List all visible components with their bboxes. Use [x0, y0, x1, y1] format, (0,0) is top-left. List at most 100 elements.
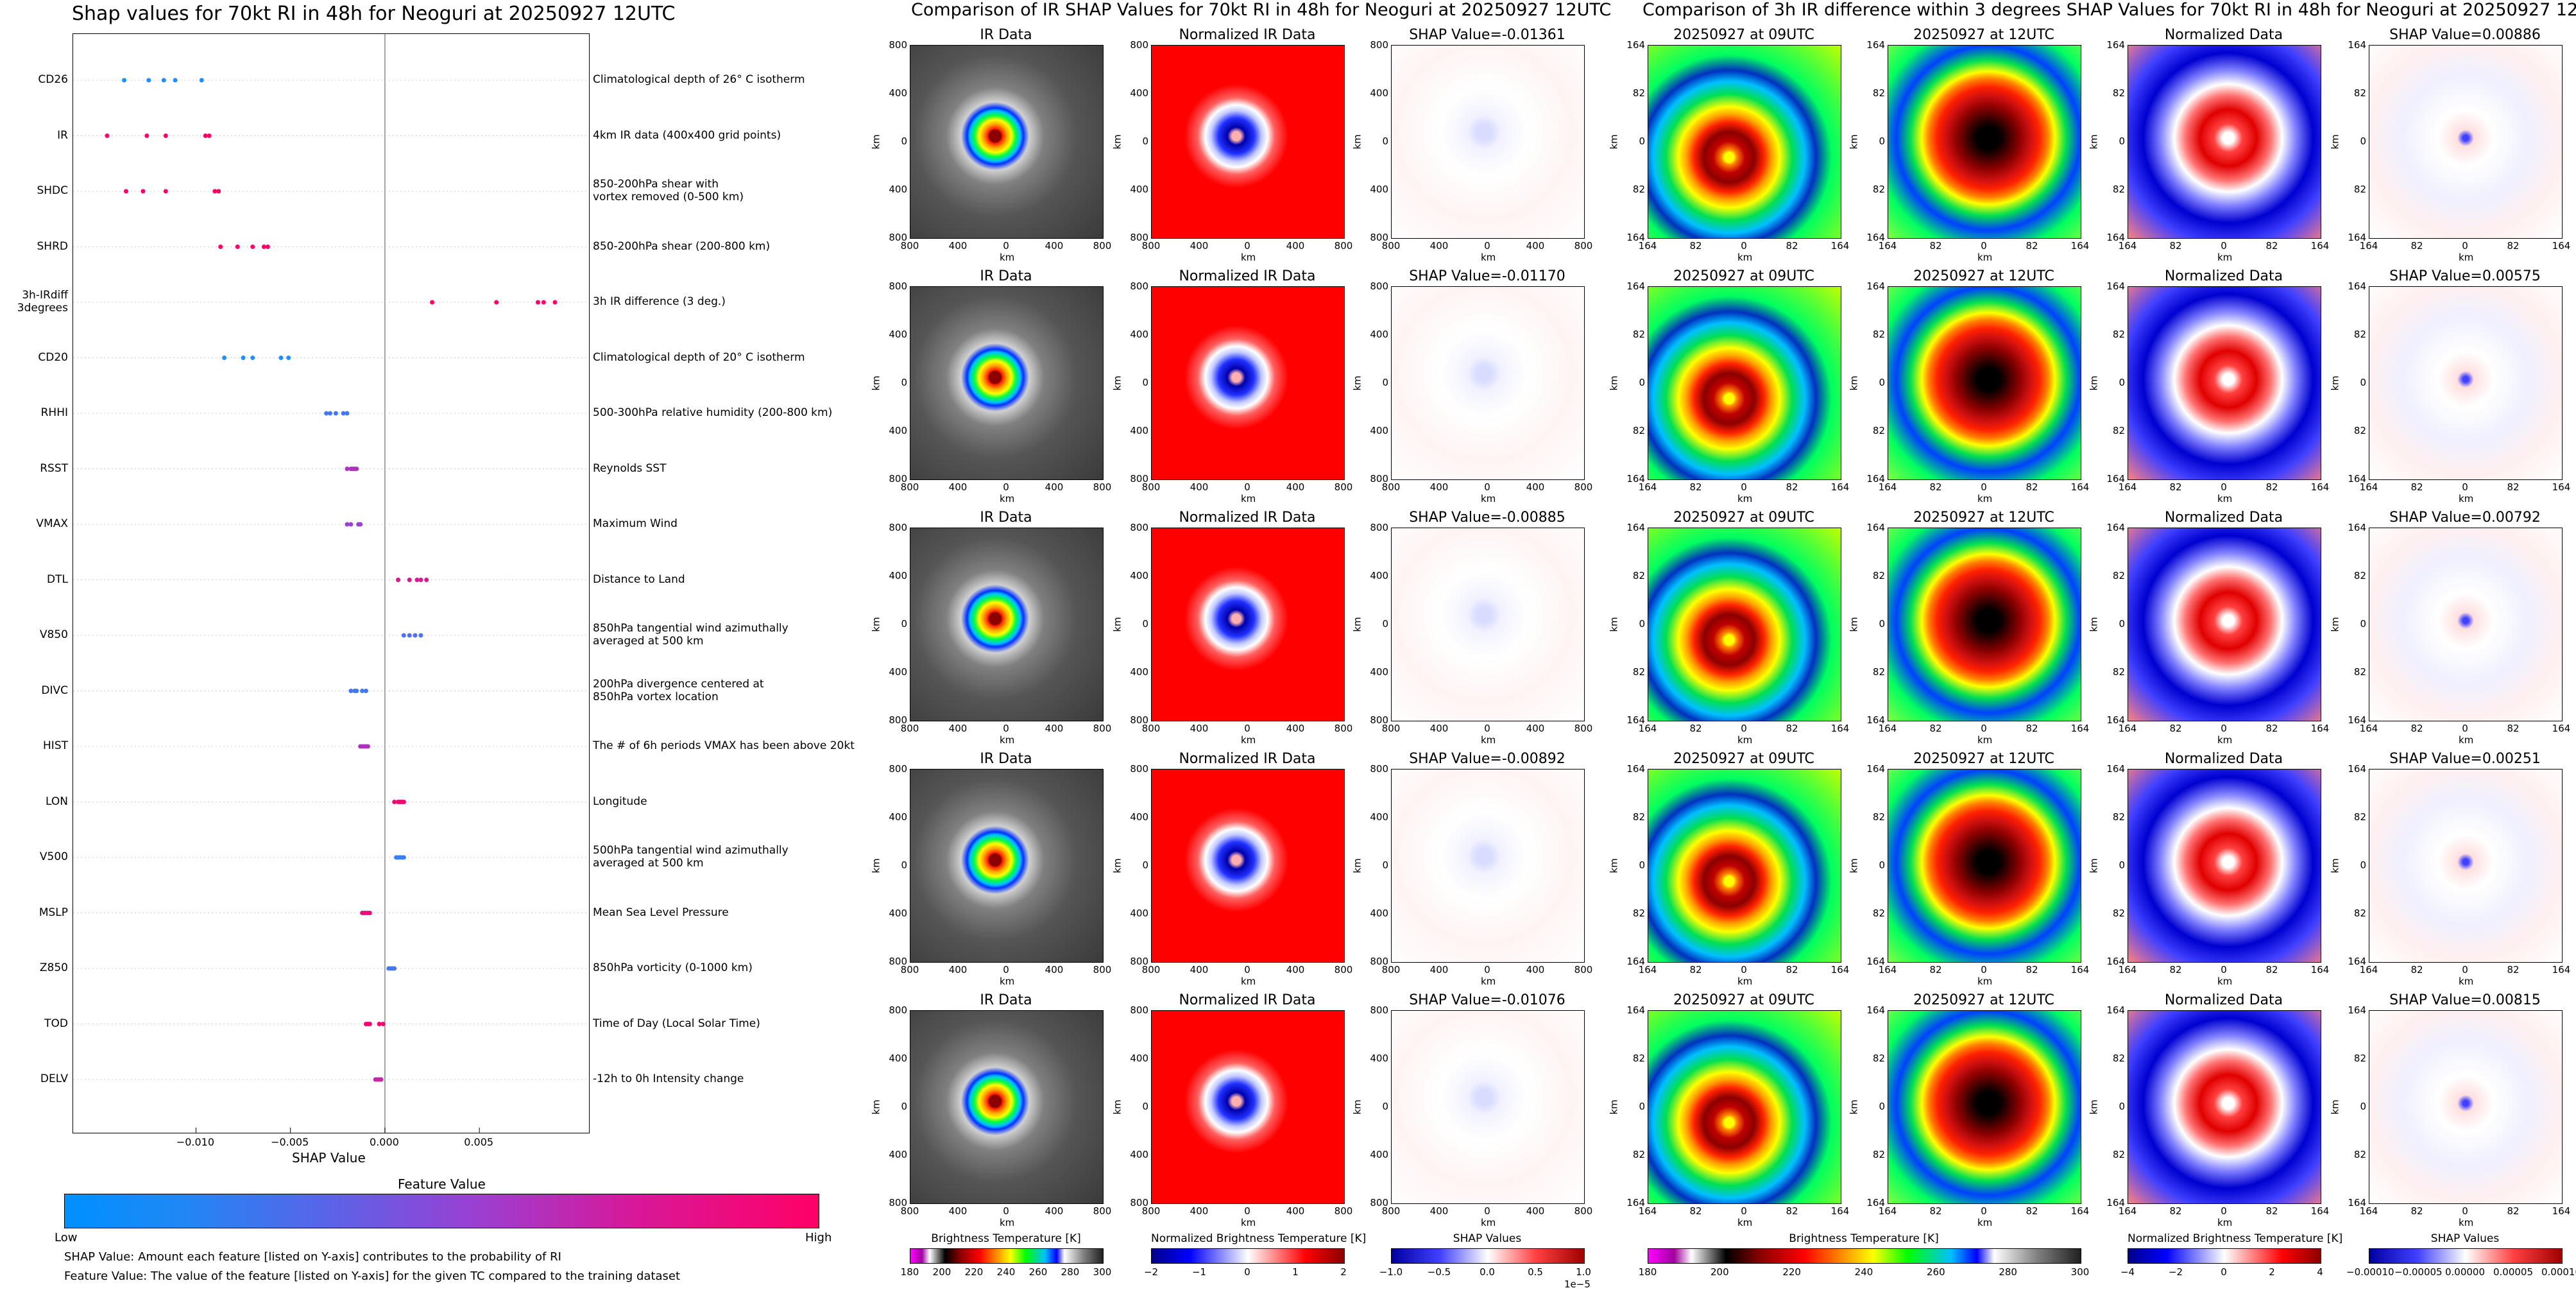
panel-y-tick: 800: [889, 1004, 907, 1016]
panel-x-tick: 0: [2462, 481, 2468, 493]
feature-name-label: 3h-IRdiff 3degrees: [17, 289, 68, 314]
panel-y-tick: 800: [889, 763, 907, 775]
panel-y-axis-label: km: [1351, 1099, 1363, 1115]
panel-x-tick: 164: [1638, 240, 1657, 252]
colorbar-label: SHAP Values: [2430, 1232, 2500, 1245]
panel-x-tick: 164: [1878, 481, 1897, 493]
panel-y-tick: 400: [889, 1149, 907, 1160]
colorbar-tick: 200: [932, 1266, 951, 1278]
panel-x-tick: 82: [2265, 723, 2278, 734]
left-chart-title: Shap values for 70kt RI in 48h for Neogu…: [72, 3, 676, 25]
panel-x-tick: 400: [1526, 1205, 1545, 1217]
panel-y-tick: 164: [1866, 1004, 1885, 1016]
panel-x-tick: 164: [1830, 723, 1850, 734]
panel-x-axis-label: km: [1737, 493, 1753, 504]
panel-y-tick: 164: [2348, 522, 2366, 533]
feature-description-label: 500-300hPa relative humidity (200-800 km…: [593, 406, 833, 419]
panel-y-tick: 0: [1879, 618, 1885, 630]
panel-title: 20250927 at 12UTC: [1913, 751, 2054, 767]
colorbar-tick: 300: [2070, 1266, 2090, 1278]
panel-y-tick: 800: [889, 39, 907, 51]
panel-y-tick: 800: [1370, 1004, 1388, 1016]
panel-y-tick: 82: [2112, 666, 2125, 678]
panel-y-tick: 800: [1370, 473, 1388, 485]
panel-x-tick: 82: [2410, 481, 2423, 493]
shap-point: [541, 300, 546, 305]
panel-y-tick: 800: [1370, 714, 1388, 726]
panel-x-tick: 800: [1141, 481, 1161, 493]
shap-point: [265, 245, 270, 249]
feature-name-label: SHDC: [37, 184, 68, 197]
panel-x-tick: 82: [2507, 964, 2520, 976]
panel-y-tick: 0: [1382, 135, 1388, 147]
panel-x-tick: 400: [1429, 240, 1449, 252]
panel-x-tick: 82: [1786, 723, 1798, 734]
panel-x-tick: 82: [2026, 481, 2038, 493]
panel-title: SHAP Value=0.00815: [2389, 992, 2541, 1008]
panel-y-tick: 0: [1879, 135, 1885, 147]
shap-point: [341, 411, 346, 416]
panel-y-axis-label: km: [1848, 375, 1860, 391]
panel-x-tick: 800: [1141, 1205, 1161, 1217]
panel-x-tick: 800: [1574, 723, 1593, 734]
colorbar-exponent: 1e−5: [1564, 1278, 1591, 1290]
panel-x-axis-label: km: [1481, 493, 1496, 504]
panel-x-tick: 800: [1334, 240, 1353, 252]
panel-title: SHAP Value=0.00886: [2389, 27, 2541, 43]
panel-y-tick: 164: [2106, 1004, 2125, 1016]
panel-x-tick: 164: [1830, 481, 1850, 493]
colorbar-tick: −1: [1191, 1266, 1207, 1278]
panel-x-tick: 82: [2026, 964, 2038, 976]
panel-x-tick: 800: [1574, 481, 1593, 493]
panel-y-tick: 0: [1142, 1101, 1148, 1112]
feature-description-label: 200hPa divergence centered at 850hPa vor…: [593, 677, 764, 703]
colorbar-tick: 200: [1710, 1266, 1729, 1278]
panel-y-tick: 800: [889, 280, 907, 292]
panel-title: IR Data: [980, 27, 1032, 43]
panel-y-tick: 0: [2360, 135, 2366, 147]
panel-y-tick: 400: [1130, 87, 1148, 99]
panel-x-tick: 400: [1045, 240, 1064, 252]
panel-y-tick: 82: [1872, 184, 1885, 195]
panel-x-axis-label: km: [2459, 252, 2474, 263]
panel-y-tick: 400: [889, 87, 907, 99]
panel-title: SHAP Value=-0.01076: [1409, 992, 1565, 1008]
panel-y-tick: 800: [889, 522, 907, 533]
panel-x-tick: 800: [1574, 1205, 1593, 1217]
panel-x-axis-label: km: [1977, 1217, 1993, 1228]
panel-y-axis-label: km: [1608, 858, 1620, 873]
panel-x-tick: 400: [1045, 481, 1064, 493]
shap-point: [241, 356, 246, 360]
panel-x-tick: 0: [2221, 723, 2227, 734]
panel-x-tick: 82: [1786, 1205, 1798, 1217]
panel-x-tick: 0: [1484, 723, 1490, 734]
panel-y-tick: 164: [1866, 232, 1885, 243]
colorbar-tick: 220: [1782, 1266, 1801, 1278]
panel-y-tick: 82: [2112, 907, 2125, 919]
panel-y-tick: 164: [2348, 956, 2366, 967]
panel-x-tick: 800: [900, 964, 919, 976]
panel-x-tick: 400: [1429, 723, 1449, 734]
image-panel: [910, 1010, 1104, 1204]
panel-y-tick: 82: [2353, 329, 2366, 340]
panel-y-axis-label: km: [1351, 858, 1363, 873]
panel-x-tick: 0: [1981, 723, 1987, 734]
panel-x-tick: 800: [1574, 240, 1593, 252]
panel-x-tick: 400: [1429, 964, 1449, 976]
panel-y-tick: 800: [1130, 714, 1148, 726]
panel-x-tick: 164: [2359, 240, 2378, 252]
panel-x-axis-label: km: [1241, 252, 1256, 263]
panel-x-tick: 0: [1244, 240, 1250, 252]
panel-y-tick: 82: [2112, 1053, 2125, 1064]
feature-description-label: Distance to Land: [593, 572, 685, 586]
colorbar-label: Normalized Brightness Temperature [K]: [2128, 1232, 2343, 1245]
shap-point: [218, 245, 223, 249]
image-panel: [2128, 528, 2321, 721]
colorbar: [1648, 1248, 2081, 1264]
panel-y-tick: 164: [2348, 232, 2366, 243]
shap-plot-area: [73, 33, 590, 1133]
panel-y-tick: 164: [1866, 763, 1885, 775]
feature-name-label: SHRD: [37, 239, 68, 253]
colorbar-tick: −4: [2120, 1266, 2135, 1278]
shap-point: [418, 578, 423, 582]
